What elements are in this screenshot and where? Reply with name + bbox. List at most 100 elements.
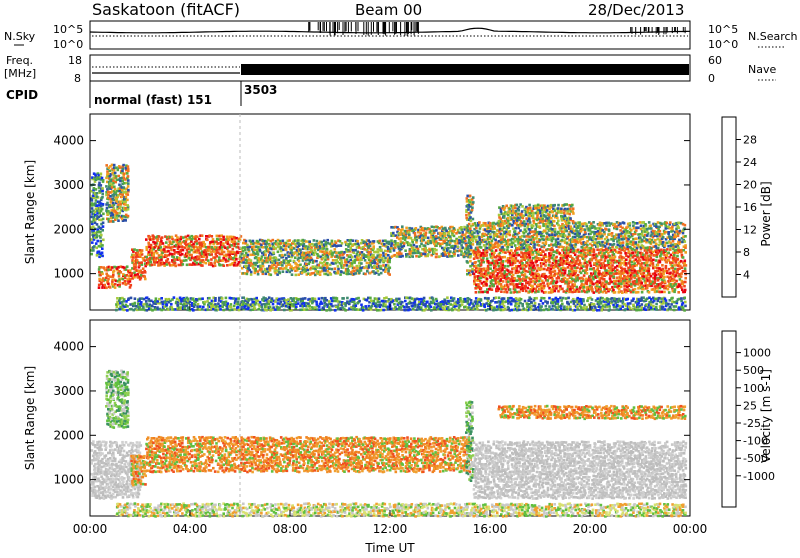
data-cell	[565, 230, 568, 233]
data-cell	[625, 237, 628, 240]
data-cell	[155, 245, 158, 248]
data-cell	[127, 185, 130, 188]
data-cell	[322, 257, 325, 260]
data-cell	[460, 226, 463, 229]
data-cell	[503, 291, 506, 294]
data-cell	[561, 239, 564, 242]
data-cell	[454, 242, 457, 245]
data-cell	[100, 234, 103, 237]
data-cell	[237, 243, 240, 246]
data-cell	[683, 285, 686, 288]
data-cell	[210, 253, 213, 256]
data-cell	[605, 264, 608, 267]
data-cell	[594, 227, 597, 230]
data-cell	[464, 240, 467, 243]
data-cell	[321, 243, 324, 246]
data-cell	[113, 186, 116, 189]
freq-right-label: Nave	[748, 63, 776, 76]
data-cell	[584, 236, 587, 239]
data-cell	[94, 232, 97, 235]
data-cell	[571, 244, 574, 247]
data-cell	[613, 253, 616, 256]
data-cell	[247, 248, 250, 251]
data-cell	[285, 249, 288, 252]
data-cell	[102, 239, 105, 242]
data-cell	[221, 259, 224, 262]
data-cell	[217, 242, 220, 245]
data-cell	[114, 172, 117, 175]
data-cell	[278, 259, 281, 262]
data-cell	[123, 182, 126, 185]
data-cell	[502, 251, 505, 254]
data-cell	[500, 283, 503, 286]
data-cell	[542, 250, 545, 253]
data-cell	[353, 267, 356, 270]
data-cell	[532, 230, 535, 233]
data-cell	[633, 245, 636, 248]
data-cell	[378, 259, 381, 262]
data-cell	[677, 252, 680, 255]
data-cell	[537, 284, 540, 287]
data-cell	[551, 257, 554, 260]
data-cell	[648, 291, 651, 294]
data-cell	[431, 226, 434, 229]
data-cell	[562, 262, 565, 265]
data-cell	[537, 204, 540, 207]
data-cell	[144, 259, 147, 262]
data-cell	[185, 259, 188, 262]
data-cell	[260, 268, 263, 271]
data-cell	[101, 187, 104, 190]
data-cell	[439, 243, 442, 246]
data-cell	[564, 267, 567, 270]
data-cell	[340, 257, 343, 260]
data-cell	[541, 268, 544, 271]
data-cell	[413, 244, 416, 247]
data-cell	[146, 248, 149, 251]
data-cell	[593, 267, 596, 270]
data-cell	[528, 236, 531, 239]
data-cell	[358, 272, 361, 275]
data-cell	[132, 254, 135, 257]
data-cell	[185, 236, 188, 239]
data-cell	[632, 221, 635, 224]
data-cell	[507, 286, 510, 289]
data-cell	[326, 265, 329, 268]
data-cell	[372, 245, 375, 248]
data-cell	[449, 230, 452, 233]
data-cell	[204, 243, 207, 246]
data-cell	[632, 291, 635, 294]
data-cell	[320, 241, 323, 244]
data-cell	[633, 227, 636, 230]
data-cell	[112, 202, 115, 205]
data-cell	[576, 266, 579, 269]
data-cell	[671, 244, 674, 247]
data-cell	[677, 225, 680, 228]
data-cell	[106, 202, 109, 205]
data-cell	[683, 262, 686, 265]
data-cell	[643, 275, 646, 278]
data-cell	[525, 214, 528, 217]
data-cell	[608, 228, 611, 231]
data-cell	[636, 254, 639, 257]
data-cell	[406, 253, 409, 256]
data-cell	[96, 192, 99, 195]
data-cell	[401, 255, 404, 258]
data-cell	[493, 275, 496, 278]
data-cell	[469, 227, 472, 230]
data-cell	[257, 253, 260, 256]
data-cell	[438, 255, 441, 258]
data-cell	[242, 242, 245, 245]
data-cell	[127, 215, 130, 218]
data-cell	[127, 179, 130, 182]
data-cell	[644, 267, 647, 270]
data-cell	[466, 227, 469, 230]
data-cell	[543, 268, 546, 271]
data-cell	[245, 262, 248, 265]
data-cell	[554, 228, 557, 231]
data-cell	[352, 249, 355, 252]
data-cell	[174, 265, 177, 268]
data-cell	[150, 244, 153, 247]
data-cell	[342, 266, 345, 269]
data-cell	[519, 229, 522, 232]
data-cell	[112, 274, 115, 277]
